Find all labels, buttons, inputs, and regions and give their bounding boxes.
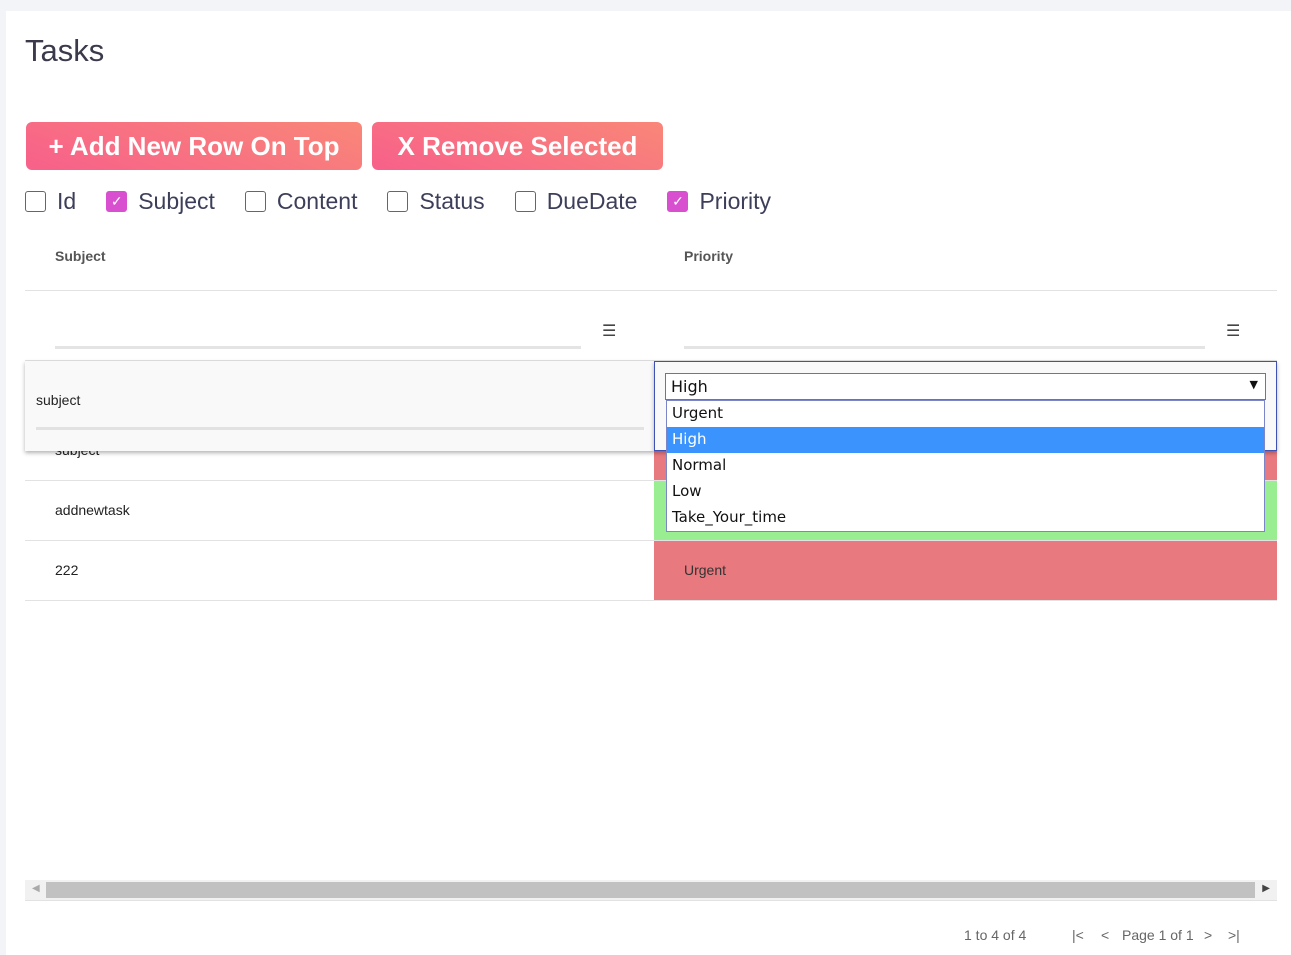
selected-value: High: [671, 377, 708, 396]
priority-text: Urgent: [684, 562, 727, 578]
filter-icon[interactable]: ☰: [1226, 321, 1241, 340]
next-page-icon[interactable]: >: [1204, 927, 1213, 943]
toggle-subject[interactable]: ✓ Subject: [106, 188, 215, 215]
column-toggles: Id ✓ Subject Content Status DueDate ✓ Prio…: [25, 188, 801, 215]
add-row-button[interactable]: + Add New Row On Top: [26, 122, 362, 170]
grid-header: Subject Priority: [25, 230, 1277, 291]
header-priority[interactable]: Priority: [684, 248, 734, 264]
toggle-duedate[interactable]: DueDate: [514, 188, 638, 215]
toggle-label: Priority: [699, 188, 772, 214]
option-normal[interactable]: Normal: [672, 456, 727, 474]
filter-icon[interactable]: ☰: [602, 321, 617, 340]
priority-select[interactable]: High ▼: [665, 373, 1266, 400]
first-page-icon[interactable]: |<: [1072, 927, 1084, 943]
subject-cell[interactable]: addnewtask: [55, 502, 130, 518]
option-urgent[interactable]: Urgent: [672, 404, 724, 422]
checkbox[interactable]: [387, 191, 409, 212]
row-summary: 1 to 4 of 4: [964, 927, 1027, 943]
toggle-label: Status: [419, 188, 485, 214]
header-subject[interactable]: Subject: [55, 248, 106, 264]
page-title: Tasks: [25, 33, 105, 68]
toggle-label: Id: [57, 188, 77, 214]
priority-cell[interactable]: Urgent: [654, 541, 1277, 600]
toggle-id[interactable]: Id: [25, 188, 76, 215]
option-take-your-time[interactable]: Take_Your_time: [672, 508, 787, 526]
tasks-card: Tasks + Add New Row On Top X Remove Sele…: [6, 11, 1291, 955]
checkbox[interactable]: [25, 191, 46, 212]
checkbox-checked[interactable]: ✓: [106, 191, 128, 212]
scroll-left-icon[interactable]: ◀: [32, 883, 40, 894]
prev-page-icon[interactable]: <: [1101, 927, 1110, 943]
subject-editor[interactable]: subject: [25, 361, 654, 451]
filter-row: ☰ ☰: [25, 291, 1277, 361]
toggle-priority[interactable]: ✓ Priority: [667, 188, 771, 215]
checkbox-checked[interactable]: ✓: [667, 191, 689, 212]
checkbox[interactable]: [514, 191, 536, 212]
last-page-icon[interactable]: >|: [1228, 927, 1240, 943]
remove-selected-button[interactable]: X Remove Selected: [372, 122, 663, 170]
priority-options: Urgent High Normal Low Take_Your_time: [666, 400, 1265, 532]
scrollbar-thumb[interactable]: [46, 882, 1255, 898]
subject-edit-input[interactable]: subject: [36, 392, 81, 408]
input-underline: [36, 427, 644, 430]
horizontal-scrollbar[interactable]: ◀ ▶: [25, 880, 1277, 901]
checkbox[interactable]: [244, 191, 266, 212]
page-indicator: Page 1 of 1: [1122, 927, 1194, 943]
priority-filter-input[interactable]: [684, 346, 1205, 349]
table-row[interactable]: 222 Urgent: [25, 541, 1277, 601]
toggle-label: DueDate: [546, 188, 638, 214]
toggle-content[interactable]: Content: [244, 188, 358, 215]
subject-cell[interactable]: 222: [55, 562, 79, 578]
dropdown-arrow-icon: ▼: [1249, 378, 1258, 391]
option-high[interactable]: High: [667, 427, 1264, 453]
scroll-right-icon[interactable]: ▶: [1262, 883, 1270, 894]
option-low[interactable]: Low: [672, 482, 702, 500]
toggle-status[interactable]: Status: [387, 188, 485, 215]
subject-filter-input[interactable]: [55, 346, 581, 349]
toggle-label: Subject: [138, 188, 215, 214]
toggle-label: Content: [276, 188, 358, 214]
